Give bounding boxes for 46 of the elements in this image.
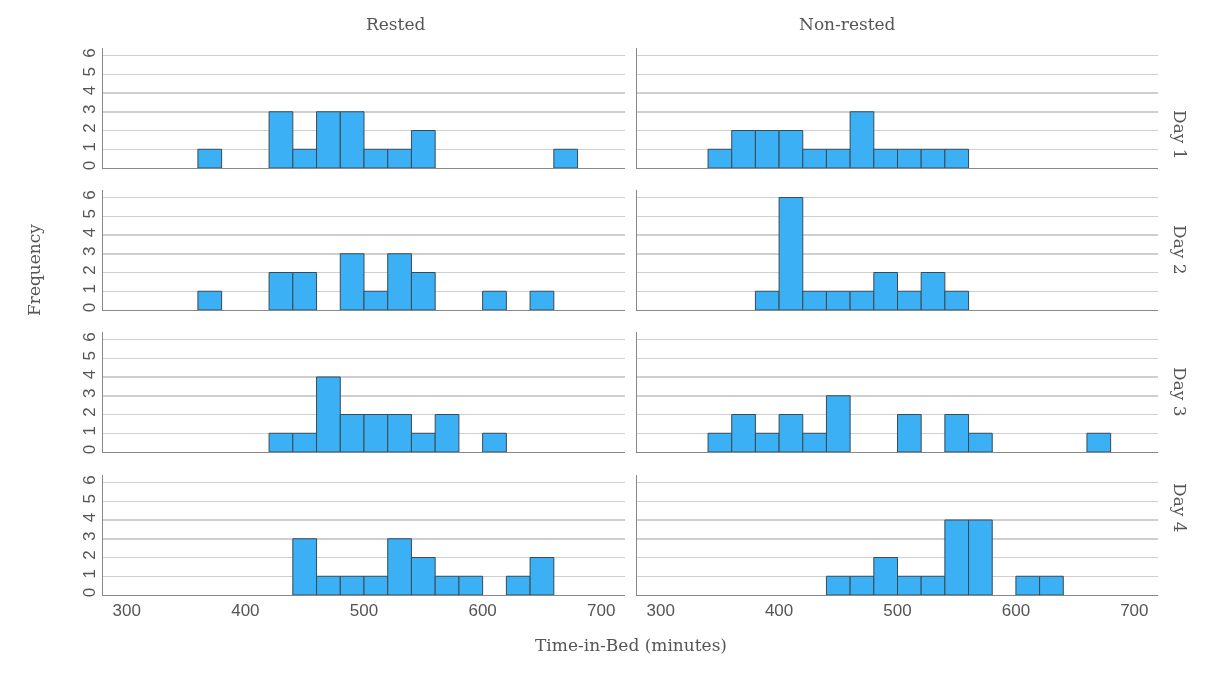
y2-axis-title: Day 2 (1170, 225, 1190, 275)
x-tick-label: 400 (764, 601, 794, 621)
y-tick-label: 3 (80, 246, 100, 256)
y-tick-label: 1 (80, 425, 100, 436)
x-tick-label: 600 (468, 601, 497, 621)
y-tick-label: 3 (80, 388, 100, 398)
y-tick-label: 0 (80, 160, 100, 171)
y-tick-label: 1 (80, 141, 100, 152)
y-tick-label: 2 (80, 550, 100, 560)
x-axis-title: Time-in-Bed (minutes) (535, 635, 728, 655)
x-tick-label: 600 (1001, 601, 1031, 621)
y-tick-label: 1 (80, 283, 100, 294)
y-tick-label: 2 (80, 265, 100, 275)
y-tick-label: 6 (80, 48, 100, 58)
x-tick-label: 500 (349, 601, 379, 621)
y-tick-label: 0 (80, 444, 100, 455)
y-tick-label: 5 (80, 66, 100, 77)
chart-title: Non-rested (799, 14, 896, 34)
x-tick-label: 700 (587, 601, 616, 621)
y-tick-label: 3 (80, 531, 100, 541)
y-tick-label: 4 (80, 512, 100, 523)
y-tick-label: 6 (80, 190, 100, 200)
y-tick-label: 3 (80, 104, 100, 114)
y-tick-label: 4 (80, 227, 100, 238)
y-tick-label: 0 (80, 302, 100, 313)
y-tick-label: 2 (80, 407, 100, 417)
x-tick-label: 300 (646, 601, 675, 621)
y-tick-label: 6 (80, 332, 100, 342)
y-tick-label: 0 (80, 587, 100, 598)
y2-axis-title: Day 4 (1170, 483, 1190, 533)
y-tick-label: 4 (80, 369, 100, 380)
x-tick-label: 700 (1120, 601, 1149, 621)
y2-axis-title: Day 1 (1170, 110, 1190, 160)
y-tick-label: 5 (80, 208, 100, 219)
y-tick-label: 5 (80, 493, 100, 504)
y-tick-label: 2 (80, 123, 100, 133)
y-axis-title: Frequency (24, 223, 44, 316)
x-tick-label: 400 (231, 601, 260, 621)
y-tick-label: 6 (80, 475, 100, 485)
chart-title: Rested (366, 14, 426, 34)
y-tick-label: 1 (80, 568, 100, 579)
y-tick-label: 4 (80, 85, 100, 96)
y2-axis-title: Day 3 (1170, 367, 1190, 417)
y-tick-label: 5 (80, 350, 100, 361)
x-tick-label: 500 (883, 601, 912, 621)
x-tick-label: 300 (112, 601, 141, 621)
